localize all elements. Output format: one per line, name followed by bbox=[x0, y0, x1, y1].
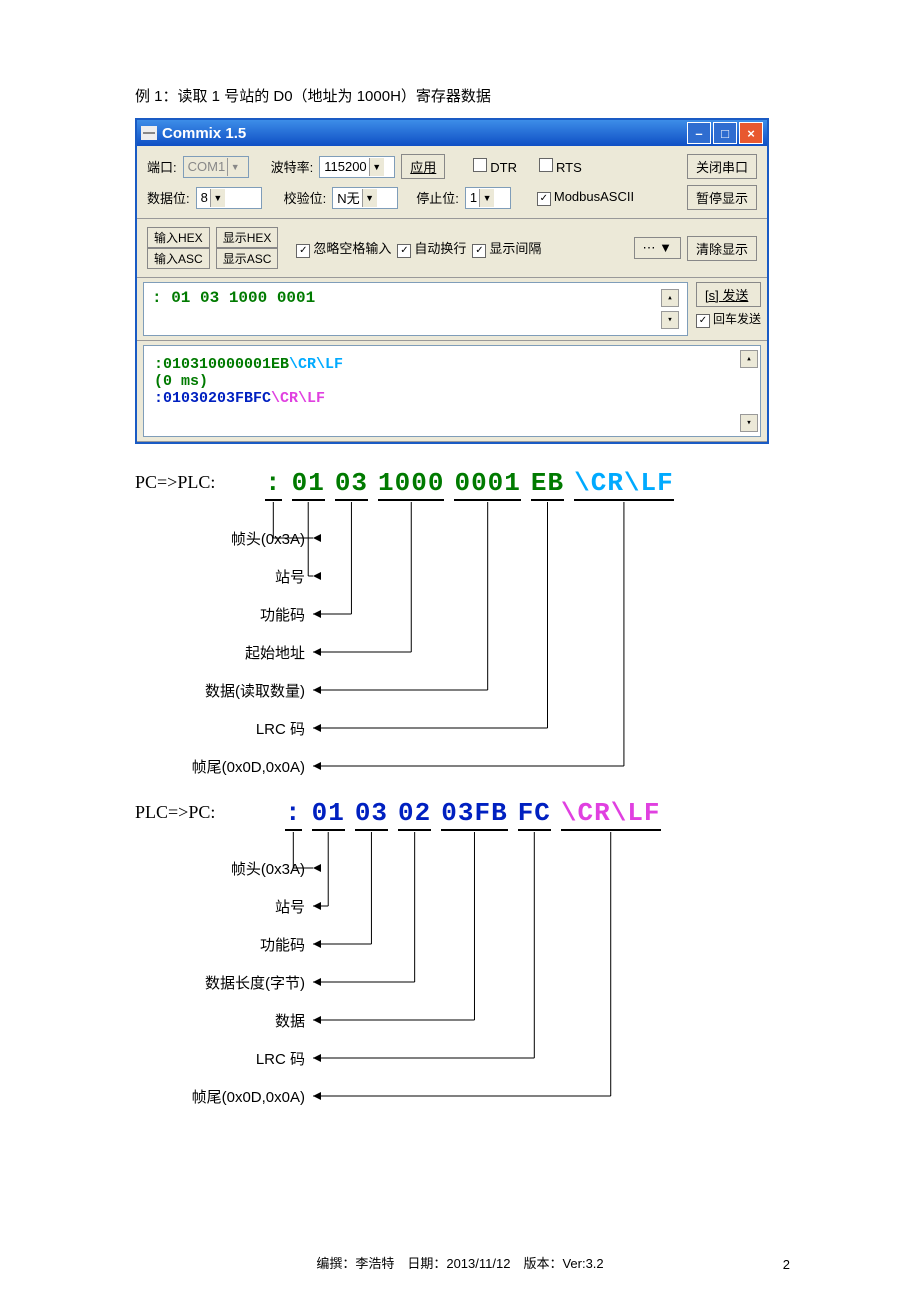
auto-wrap-checkbox[interactable]: ✓自动换行 bbox=[397, 238, 466, 258]
close-port-button[interactable]: 关闭串口 bbox=[687, 154, 757, 179]
field-label: 功能码 bbox=[155, 934, 305, 955]
field-label: 帧尾(0x0D,0x0A) bbox=[155, 756, 305, 777]
frame-segment: 02 bbox=[398, 798, 431, 831]
frame-segment: 1000 bbox=[378, 468, 444, 501]
frame-segment: 01 bbox=[292, 468, 325, 501]
show-gap-checkbox[interactable]: ✓显示间隔 bbox=[472, 238, 541, 258]
field-label: 数据长度(字节) bbox=[155, 972, 305, 993]
minimize-button[interactable]: – bbox=[687, 122, 711, 144]
field-label: 功能码 bbox=[155, 604, 305, 625]
page-number: 2 bbox=[783, 1257, 790, 1272]
command-input[interactable]: : 01 03 1000 0001 ▴ ▾ bbox=[143, 282, 688, 336]
output-area: ▴ ▾ :010310000001EB\CR\LF (0 ms) :010302… bbox=[143, 345, 761, 437]
field-label: 起始地址 bbox=[155, 642, 305, 663]
parity-select[interactable]: N无▼ bbox=[332, 187, 398, 209]
frame-segment: EB bbox=[531, 468, 564, 501]
titlebar: Commix 1.5 – □ × bbox=[137, 120, 767, 146]
diagram2-direction: PLC=>PC: bbox=[135, 802, 215, 823]
pause-button[interactable]: 暂停显示 bbox=[687, 185, 757, 210]
field-label: 帧头(0x3A) bbox=[155, 858, 305, 879]
output-line-3: :01030203FBFC\CR\LF bbox=[154, 390, 750, 407]
diagram-pc-to-plc: PC=>PLC: :010310000001EB\CR\LF 帧头(0x3A)站… bbox=[135, 472, 790, 792]
databits-label: 数据位: bbox=[147, 188, 190, 207]
port-select[interactable]: COM1▼ bbox=[183, 156, 249, 178]
example-title: 例 1：读取 1 号站的 D0（地址为 1000H）寄存器数据 bbox=[135, 85, 790, 106]
frame-segment: \CR\LF bbox=[561, 798, 661, 831]
diagram2-frame: :01 03 02 03FB FC \CR\LF bbox=[285, 798, 671, 831]
field-label: 站号 bbox=[155, 896, 305, 917]
output-scroll-down-icon[interactable]: ▾ bbox=[740, 414, 758, 432]
frame-segment: FC bbox=[518, 798, 551, 831]
frame-segment: 03 bbox=[355, 798, 388, 831]
frame-segment: 03 bbox=[335, 468, 368, 501]
close-button[interactable]: × bbox=[739, 122, 763, 144]
show-hex-button[interactable]: 显示HEX bbox=[216, 227, 279, 248]
dtr-checkbox[interactable]: DTR bbox=[473, 158, 517, 175]
frame-segment: 03FB bbox=[441, 798, 507, 831]
maximize-button[interactable]: □ bbox=[713, 122, 737, 144]
stopbits-select[interactable]: 1▼ bbox=[465, 187, 511, 209]
scroll-up-icon[interactable]: ▴ bbox=[661, 289, 679, 307]
field-label: 帧头(0x3A) bbox=[155, 528, 305, 549]
input-asc-button[interactable]: 输入ASC bbox=[147, 248, 210, 269]
enter-send-checkbox[interactable]: ✓回车发送 bbox=[696, 310, 761, 328]
frame-segment: : bbox=[285, 798, 302, 831]
input-hex-button[interactable]: 输入HEX bbox=[147, 227, 210, 248]
output-scroll-up-icon[interactable]: ▴ bbox=[740, 350, 758, 368]
diagram-plc-to-pc: PLC=>PC: :01030203FBFC\CR\LF 帧头(0x3A)站号功… bbox=[135, 802, 790, 1132]
databits-select[interactable]: 8▼ bbox=[196, 187, 262, 209]
output-line-1: :010310000001EB\CR\LF bbox=[154, 356, 750, 373]
baud-label: 波特率: bbox=[271, 157, 314, 176]
port-label: 端口: bbox=[147, 157, 177, 176]
stopbits-label: 停止位: bbox=[416, 188, 459, 207]
scroll-down-icon[interactable]: ▾ bbox=[661, 311, 679, 329]
diagram1-direction: PC=>PLC: bbox=[135, 472, 215, 493]
frame-segment: 01 bbox=[312, 798, 345, 831]
more-button[interactable]: ⋯ ▼ bbox=[634, 237, 681, 259]
field-label: 数据 bbox=[155, 1010, 305, 1031]
baud-select[interactable]: 115200▼ bbox=[319, 156, 395, 178]
ignore-space-checkbox[interactable]: ✓忽略空格输入 bbox=[296, 238, 391, 258]
frame-segment: 0001 bbox=[454, 468, 520, 501]
apply-button[interactable]: 应用 bbox=[401, 154, 445, 179]
modbus-checkbox[interactable]: ✓ModbusASCII bbox=[537, 189, 634, 206]
clear-button[interactable]: 清除显示 bbox=[687, 236, 757, 261]
rts-checkbox[interactable]: RTS bbox=[539, 158, 582, 175]
parity-label: 校验位: bbox=[284, 188, 327, 207]
field-label: LRC 码 bbox=[155, 718, 305, 739]
frame-segment: \CR\LF bbox=[574, 468, 674, 501]
commix-window: Commix 1.5 – □ × 端口: COM1▼ 波特率: 115200▼ … bbox=[135, 118, 769, 444]
field-label: 站号 bbox=[155, 566, 305, 587]
frame-segment: : bbox=[265, 468, 282, 501]
send-button[interactable]: [s] 发送 bbox=[696, 282, 761, 307]
field-label: 帧尾(0x0D,0x0A) bbox=[155, 1086, 305, 1107]
show-asc-button[interactable]: 显示ASC bbox=[216, 248, 279, 269]
output-line-2: (0 ms) bbox=[154, 373, 750, 390]
app-icon bbox=[141, 126, 157, 140]
field-label: 数据(读取数量) bbox=[155, 680, 305, 701]
diagram1-frame: :01 03 1000 0001 EB \CR\LF bbox=[265, 468, 684, 501]
field-label: LRC 码 bbox=[155, 1048, 305, 1069]
window-title: Commix 1.5 bbox=[162, 125, 246, 142]
